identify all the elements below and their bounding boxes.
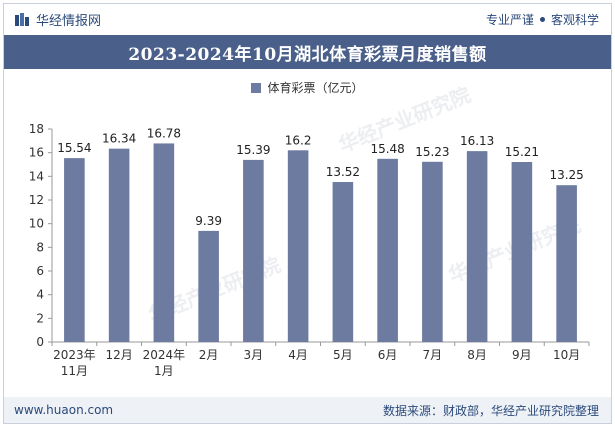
x-tick-label: 5月 bbox=[333, 348, 353, 362]
y-tick-label: 18 bbox=[29, 122, 44, 136]
y-tick-label: 0 bbox=[36, 335, 44, 349]
y-tick-label: 4 bbox=[36, 288, 44, 302]
bar bbox=[377, 158, 398, 342]
data-label: 15.23 bbox=[415, 145, 449, 159]
legend-swatch bbox=[251, 82, 262, 93]
x-tick-label: 7月 bbox=[423, 348, 443, 362]
y-tick-label: 16 bbox=[29, 146, 44, 160]
data-label: 15.48 bbox=[370, 142, 404, 156]
x-tick-label: 8月 bbox=[467, 348, 487, 362]
data-label: 15.39 bbox=[236, 143, 270, 157]
x-tick-label: 2023年 11月 bbox=[53, 348, 96, 378]
chart-title: 2023-2024年10月湖北体育彩票月度销售额 bbox=[128, 44, 487, 65]
bar-chart: 0 2 4 6 8 10 12 14 16 18 15.54 2023年 11月 16.34 12月 16.7… bbox=[29, 122, 590, 378]
y-tick-label: 6 bbox=[36, 264, 44, 278]
brand-name: 华经情报网 bbox=[36, 14, 102, 29]
x-tick-label: 6月 bbox=[378, 348, 398, 362]
chart-title-bar: 2023-2024年10月湖北体育彩票月度销售额 bbox=[4, 35, 611, 69]
y-tick-label: 2 bbox=[36, 311, 44, 325]
x-tick-label: 4月 bbox=[288, 348, 308, 362]
bar bbox=[422, 161, 443, 342]
bar bbox=[64, 158, 85, 342]
footer-source: 数据来源：财政部，华经产业研究院整理 bbox=[382, 403, 599, 418]
data-label: 15.54 bbox=[57, 141, 91, 155]
bullet-dot-icon bbox=[539, 17, 545, 22]
data-label: 16.2 bbox=[285, 133, 312, 147]
y-tick-label: 10 bbox=[29, 217, 44, 231]
bar bbox=[556, 185, 577, 342]
legend[interactable]: 体育彩票（亿元） bbox=[4, 79, 611, 96]
bar bbox=[108, 148, 130, 342]
tagline-right: 客观科学 bbox=[550, 13, 599, 27]
header: 华经情报网 专业严谨 客观科学 bbox=[4, 4, 611, 35]
x-tick-label: 2024年 1月 bbox=[143, 348, 186, 378]
bar bbox=[198, 230, 219, 342]
data-label: 9.39 bbox=[195, 214, 222, 228]
tagline: 专业严谨 客观科学 bbox=[486, 11, 599, 28]
x-tick-label: 12月 bbox=[105, 348, 132, 362]
bar bbox=[332, 182, 354, 342]
data-label: 16.13 bbox=[460, 134, 494, 148]
data-label: 13.25 bbox=[549, 168, 583, 182]
brand[interactable]: 华经情报网 bbox=[14, 10, 101, 29]
tagline-left: 专业严谨 bbox=[485, 13, 534, 27]
footer: www.huaon.com 数据来源：财政部，华经产业研究院整理 bbox=[4, 397, 611, 423]
x-tick-label: 10月 bbox=[553, 348, 580, 362]
footer-website[interactable]: www.huaon.com bbox=[14, 403, 114, 417]
bar bbox=[511, 162, 533, 342]
bar bbox=[466, 151, 488, 342]
bar bbox=[153, 143, 175, 342]
data-label: 16.34 bbox=[102, 132, 136, 146]
bar bbox=[287, 150, 309, 342]
y-tick-label: 8 bbox=[36, 240, 44, 254]
x-tick-label: 3月 bbox=[244, 348, 264, 362]
data-label: 15.21 bbox=[505, 145, 539, 159]
legend-label: 体育彩票（亿元） bbox=[267, 81, 364, 95]
x-tick-label: 9月 bbox=[512, 348, 532, 362]
y-tick-label: 14 bbox=[29, 169, 44, 183]
chart-frame: 华经情报网 专业严谨 客观科学 2023-2024年10月湖北体育彩票月度销售额… bbox=[3, 3, 612, 424]
bar bbox=[243, 159, 264, 342]
y-tick-label: 12 bbox=[29, 193, 44, 207]
logo-icon bbox=[15, 12, 29, 26]
x-tick-label: 2月 bbox=[199, 348, 219, 362]
data-label: 13.52 bbox=[326, 165, 360, 179]
data-label: 16.78 bbox=[147, 126, 181, 140]
